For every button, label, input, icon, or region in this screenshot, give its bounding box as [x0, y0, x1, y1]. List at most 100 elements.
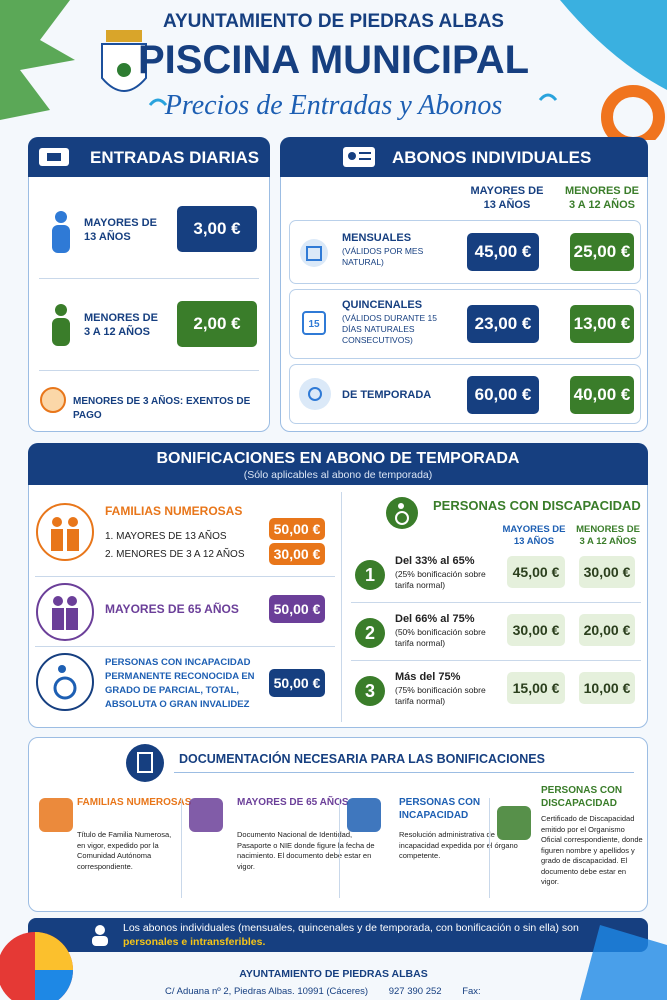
address: C/ Aduana nº 2, Piedras Albas. 10991 (Cá… — [165, 986, 369, 997]
footer-org: AYUNTAMIENTO DE PIEDRAS ALBAS — [239, 968, 428, 980]
price: 30,00 € — [269, 543, 325, 565]
icon — [386, 497, 418, 529]
element — [341, 492, 342, 722]
pass-label: DE TEMPORADA — [342, 389, 432, 401]
doc-icon — [189, 798, 223, 832]
group-title: MAYORES DE 65 AÑOS — [105, 602, 239, 616]
daily-card: ENTRADAS DIARIAS MAYORES DE 13 AÑOS 3,00… — [28, 137, 270, 432]
doc-text: Título de Familia Numerosa, en vigor, ex… — [77, 830, 172, 871]
price: 30,00 € — [507, 614, 565, 646]
fax: Fax: — [462, 986, 481, 997]
doc-text: Certificado de Discapacidad emitido por … — [541, 814, 643, 886]
element — [39, 370, 259, 371]
card-header: ABONOS INDIVIDUALES — [280, 137, 648, 177]
decoration — [0, 925, 667, 1000]
separator — [181, 798, 182, 898]
price: 40,00 € — [570, 376, 634, 414]
separator — [351, 660, 641, 661]
doc-title: PERSONAS CON INCAPACIDAD — [399, 797, 481, 821]
icon — [36, 583, 94, 641]
card-title: BONIFICACIONES EN ABONO DE TEMPORADA — [156, 450, 520, 467]
price: 50,00 € — [269, 518, 325, 540]
row-number: 1 — [355, 560, 385, 590]
price: 50,00 € — [269, 669, 325, 697]
price: 13,00 € — [570, 305, 634, 343]
separator — [351, 602, 641, 603]
element — [35, 576, 335, 577]
column-header: MENORES DE 3 A 12 AÑOS — [565, 185, 639, 211]
row-number: 3 — [355, 676, 385, 706]
price: 10,00 € — [579, 672, 635, 704]
separator — [489, 798, 490, 898]
column-header: MENORES DE 3 A 12 AÑOS — [576, 524, 640, 547]
price: 15,00 € — [507, 672, 565, 704]
icon — [343, 147, 375, 167]
range: Del 66% al 75% — [395, 613, 475, 625]
pass-detail: (VÁLIDOS DURANTE 15 DÍAS NATURALES CONSE… — [342, 313, 437, 345]
range-detail: (25% bonificación sobre tarifa normal) — [395, 569, 486, 590]
icon — [52, 304, 70, 346]
column-header: MAYORES DE 13 AÑOS — [470, 185, 544, 211]
docs-card: DOCUMENTACIÓN NECESARIA PARA LAS BONIFIC… — [28, 737, 648, 912]
doc-icon — [347, 798, 381, 832]
element — [35, 646, 335, 647]
panel-title: PERSONAS CON DISCAPACIDAD — [433, 498, 641, 513]
pass-row: MENSUALES (VÁLIDOS POR MES NATURAL) 45,0… — [289, 220, 641, 284]
price: 30,00 € — [579, 556, 635, 588]
pass-row: DE TEMPORADA 60,00 € 40,00 € — [289, 364, 641, 424]
icon-text: 15 — [308, 319, 320, 330]
price: 2,00 € — [177, 301, 257, 347]
icon — [299, 378, 331, 410]
range: Del 33% al 65% — [395, 555, 475, 567]
doc-icon — [497, 806, 531, 840]
element — [174, 772, 634, 773]
icon — [126, 744, 164, 782]
doc-text: Documento Nacional de Identidad, Pasapor… — [237, 830, 375, 871]
item-label: 1. MAYORES DE 13 AÑOS — [105, 531, 227, 542]
doc-title: FAMILIAS NUMEROSAS — [77, 797, 192, 808]
pass-row: 15 QUINCENALES (VÁLIDOS DURANTE 15 DÍAS … — [289, 289, 641, 359]
price: 45,00 € — [507, 556, 565, 588]
main-title: PISCINA MUNICIPAL — [137, 38, 530, 82]
card-subtitle: (Sólo aplicables al abono de temporada) — [243, 469, 433, 481]
card-title: ABONOS INDIVIDUALES — [392, 148, 592, 167]
icon — [36, 503, 94, 561]
row-label: MENORES DE 3 A 12 AÑOS — [84, 312, 158, 338]
note: MENORES DE 3 AÑOS: EXENTOS DE PAGO — [73, 396, 251, 421]
column-header: MAYORES DE 13 AÑOS — [502, 524, 566, 547]
icon — [40, 387, 66, 413]
price: 45,00 € — [467, 233, 539, 271]
passes-card: ABONOS INDIVIDUALES MAYORES DE 13 AÑOS M… — [280, 137, 648, 432]
org-name: AYUNTAMIENTO DE PIEDRAS ALBAS — [163, 11, 504, 32]
subtitle: Precios de Entradas y Abonos — [164, 90, 503, 121]
price: 50,00 € — [269, 595, 325, 623]
row-number: 2 — [355, 618, 385, 648]
pass-label: QUINCENALES — [342, 299, 423, 311]
price: 25,00 € — [570, 233, 634, 271]
group-title: FAMILIAS NUMEROSAS — [105, 504, 243, 518]
bonus-card: BONIFICACIONES EN ABONO DE TEMPORADA (Só… — [28, 443, 648, 728]
range-detail: (50% bonificación sobre tarifa normal) — [395, 627, 486, 648]
footer-contact: C/ Aduana nº 2, Piedras Albas. 10991 (Cá… — [165, 986, 481, 997]
card-title: ENTRADAS DIARIAS — [90, 148, 260, 167]
icon — [92, 925, 108, 946]
range-detail: (75% bonificación sobre tarifa normal) — [395, 685, 486, 706]
notice-bar: Los abonos individuales (mensuales, quin… — [28, 918, 648, 952]
range: Más del 75% — [395, 671, 461, 683]
doc-title: PERSONAS CON DISCAPACIDAD — [541, 785, 623, 809]
price: 3,00 € — [177, 206, 257, 252]
icon — [302, 311, 326, 335]
icon — [36, 653, 94, 711]
icon — [300, 239, 328, 267]
group-title: PERSONAS CON INCAPACIDAD PERMANENTE RECO… — [105, 657, 255, 710]
doc-icon — [39, 798, 73, 832]
pass-detail: (VÁLIDOS POR MES NATURAL) — [342, 246, 424, 267]
phone: 927 390 252 — [388, 986, 442, 997]
row-label: MAYORES DE 13 AÑOS — [84, 217, 157, 243]
doc-text: Resolución administrativa de incapacidad… — [399, 830, 518, 860]
pass-label: MENSUALES — [342, 232, 412, 244]
separator — [339, 798, 340, 898]
price: 60,00 € — [467, 376, 539, 414]
card-header: BONIFICACIONES EN ABONO DE TEMPORADA (Só… — [28, 443, 648, 485]
price: 23,00 € — [467, 305, 539, 343]
